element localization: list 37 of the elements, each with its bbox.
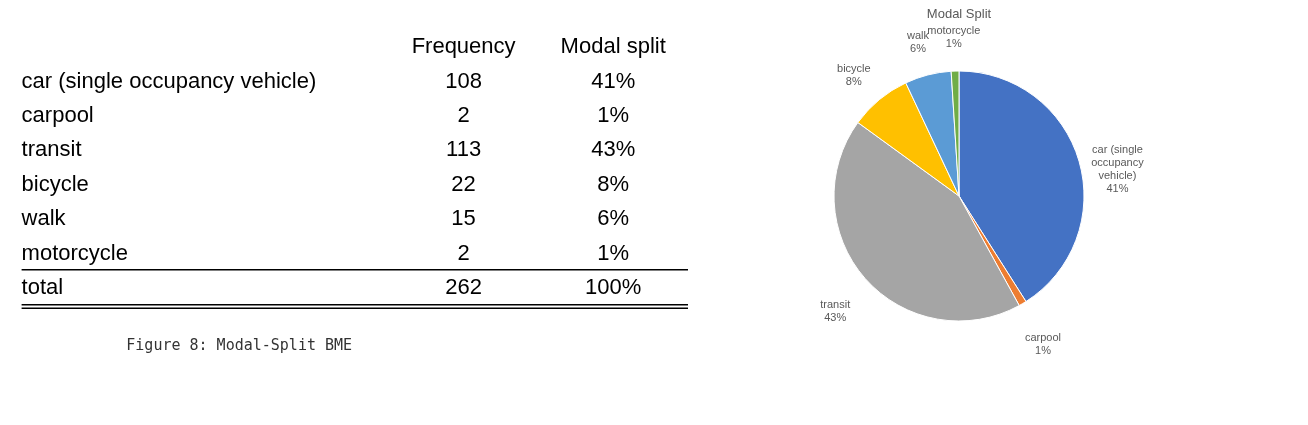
category-label: motorcycle	[21, 239, 128, 265]
data-label: 2	[457, 239, 470, 265]
slice-label: bicycle	[837, 61, 871, 74]
data-label: 43%	[824, 311, 847, 324]
data-label: 8%	[597, 170, 630, 196]
data-label: 6%	[910, 42, 927, 55]
data-label: 1%	[945, 37, 962, 50]
caption: Figure 8: Modal-Split BME	[126, 336, 353, 355]
slice-label: carpool	[1024, 331, 1062, 344]
text: Modal split	[560, 33, 666, 59]
text: Frequency	[411, 33, 516, 59]
data-label: 1%	[597, 102, 630, 128]
data-label: 113	[446, 136, 482, 162]
slice-label: motorcycle	[927, 24, 981, 37]
data-label: 15	[451, 205, 476, 231]
data-label: 41%	[591, 67, 636, 93]
category-label: bicycle	[21, 170, 89, 196]
data-label: 1%	[1035, 344, 1052, 357]
data-label: 108	[445, 67, 482, 93]
data-label: 1%	[597, 239, 630, 265]
data-label: 100%	[585, 273, 642, 299]
category-label: carpool	[21, 102, 94, 128]
category-label: total	[21, 273, 64, 299]
slice-label: car (single occupancy vehicle)	[1091, 142, 1145, 181]
data-label: 2	[457, 102, 470, 128]
category-label: car (single occupancy vehicle)	[21, 67, 317, 93]
data-label: 262	[445, 273, 482, 299]
data-label: 43%	[591, 136, 636, 162]
chart-title: Modal Split	[926, 6, 992, 22]
slice-label: transit	[820, 298, 851, 311]
data-label: 22	[451, 170, 476, 196]
slice-label: walk	[905, 29, 930, 42]
data-label: 41%	[1106, 181, 1129, 194]
data-label: 8%	[845, 74, 862, 87]
data-label: 6%	[597, 205, 630, 231]
category-label: walk	[20, 205, 67, 231]
category-label: transit	[21, 136, 82, 162]
